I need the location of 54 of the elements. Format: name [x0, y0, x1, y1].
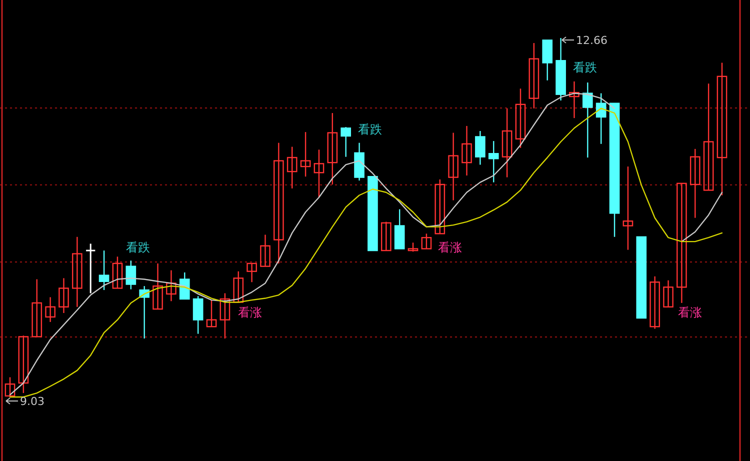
candlestick [475, 130, 486, 166]
candlestick [676, 182, 687, 304]
candlestick [85, 242, 96, 294]
candlestick [380, 221, 392, 252]
annotation: 12.66 [576, 34, 608, 47]
candlestick [112, 256, 123, 289]
candlestick [502, 108, 512, 178]
candlestick [462, 125, 472, 176]
candlestick [260, 234, 270, 267]
annotation: 看涨 [678, 305, 702, 320]
annotation: 看涨 [438, 240, 462, 254]
candlestick [650, 276, 660, 330]
candlestick [233, 270, 244, 303]
candlestick [152, 262, 163, 310]
annotation: 看跌 [126, 240, 150, 254]
candlestick [394, 208, 405, 250]
annotation: 看涨 [238, 305, 262, 320]
candlestick [126, 260, 136, 290]
candlestick [246, 262, 257, 283]
candlestick [690, 148, 700, 218]
candlestick [4, 376, 16, 398]
annotation: 看跌 [573, 60, 597, 74]
candlestick [582, 82, 593, 158]
candlestick [45, 296, 56, 323]
candlestick [569, 80, 580, 119]
candlestick [542, 40, 553, 81]
candlestick [596, 92, 606, 145]
candlestick [663, 280, 674, 308]
candlestick [166, 270, 176, 302]
candlestick [340, 126, 352, 158]
candlestick [220, 292, 230, 340]
candlestick [286, 146, 298, 190]
candlestick [314, 149, 324, 198]
candlestick [434, 178, 446, 234]
candlestick [421, 233, 432, 250]
candlestick [72, 236, 82, 308]
candlestick [300, 131, 311, 178]
candlestick [703, 82, 714, 191]
annotation: 看跌 [358, 122, 382, 136]
candlestick [515, 88, 526, 148]
candlestick [192, 296, 204, 334]
candlestick [32, 278, 42, 338]
candlestick [98, 250, 110, 291]
candlestick [528, 42, 540, 109]
candlestick [58, 278, 69, 314]
candlestick [448, 132, 458, 201]
candlestick [274, 142, 284, 264]
candlestick [622, 166, 634, 250]
candlestick [327, 112, 338, 186]
candlestick [716, 62, 728, 196]
candlestick [18, 335, 29, 394]
annotation: 9.03 [20, 395, 44, 408]
candlestick [206, 299, 217, 328]
candlestick [488, 140, 499, 183]
